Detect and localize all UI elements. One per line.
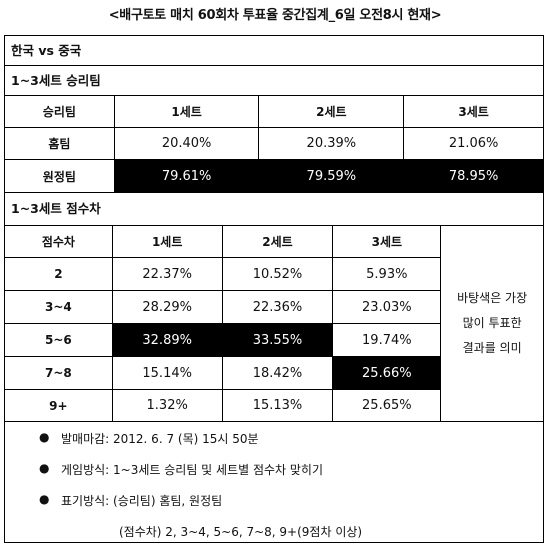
cell-9plus-set2: 15.13% [221,389,334,422]
cell-home-set3: 21.06% [403,127,544,160]
section2-heading: 1~3세트 점수차 [5,192,543,226]
note-deadline-text: 발매마감: 2012. 6. 7 (목) 15시 50분 [61,432,259,446]
cell-2-set3: 5.93% [332,257,442,291]
legend-note: 바탕색은 가장 많이 투표한 결과를 의미 [440,225,544,422]
cell-5-6-set2: 33.55% [221,323,334,357]
cell-home-set2: 20.39% [258,127,405,160]
section1-heading: 1~3세트 승리팀 [5,66,543,96]
cell-9plus-set1: 1.32% [111,389,223,422]
row-label-9plus: 9+ [4,389,113,422]
bullet-icon: ● [39,461,50,475]
winner-table: 승리팀 1세트 2세트 3세트 홈팀 20.40% 20.39% 21.06% … [4,95,544,193]
cell-9plus-set3: 25.65% [332,389,442,422]
match-heading: 한국 vs 중국 [5,36,543,66]
margin-table: 점수차 1세트 2세트 3세트 바탕색은 가장 많이 투표한 결과를 의미 2 … [4,225,544,422]
legend-note-line1: 바탕색은 가장 [457,291,528,305]
vote-rate-frame: 한국 vs 중국 1~3세트 승리팀 승리팀 1세트 2세트 3세트 홈팀 20… [4,35,544,543]
note-notation-text: 표기방식: (승리팀) 홈팀, 원정팀 [61,494,223,508]
cell-5-6-set1: 32.89% [111,323,223,357]
note-notation-sub-text: (점수차) 2, 3~4, 5~6, 7~8, 9+(9점차 이상) [119,525,363,539]
cell-away-set3: 78.95% [403,159,544,193]
cell-7-8-set1: 15.14% [111,356,223,390]
cell-7-8-set2: 18.42% [221,356,334,390]
row-label-away: 원정팀 [4,159,115,193]
header-m-set1: 1세트 [111,225,223,258]
header-margin: 점수차 [4,225,113,258]
bullet-icon: ● [39,430,50,444]
page-title: <배구토토 매치 60회차 투표율 중간집계_6일 오전8시 현재> [108,8,442,23]
cell-2-set1: 22.37% [111,257,223,291]
header-m-set2: 2세트 [221,225,334,258]
cell-3-4-set3: 23.03% [332,290,442,324]
bullet-icon: ● [39,492,50,506]
header-winner: 승리팀 [4,95,115,128]
legend-note-line2: 많이 투표한 [462,316,522,330]
row-label-3-4: 3~4 [4,290,113,324]
cell-home-set1: 20.40% [113,127,260,160]
legend-note-line3: 결과를 의미 [462,341,522,355]
header-set1: 1세트 [113,95,260,128]
cell-2-set2: 10.52% [221,257,334,291]
row-label-home: 홈팀 [4,127,115,160]
header-set3: 3세트 [403,95,544,128]
row-label-5-6: 5~6 [4,323,113,357]
cell-3-4-set1: 28.29% [111,290,223,324]
cell-3-4-set2: 22.36% [221,290,334,324]
cell-7-8-set3: 25.66% [332,356,442,390]
row-label-2: 2 [4,257,113,291]
cell-5-6-set3: 19.74% [332,323,442,357]
note-method-text: 게임방식: 1~3세트 승리팀 및 세트별 점수차 맞히기 [61,463,324,477]
header-m-set3: 3세트 [332,225,442,258]
cell-away-set2: 79.59% [258,159,405,193]
header-set2: 2세트 [258,95,405,128]
row-label-7-8: 7~8 [4,356,113,390]
cell-away-set1: 79.61% [113,159,260,193]
